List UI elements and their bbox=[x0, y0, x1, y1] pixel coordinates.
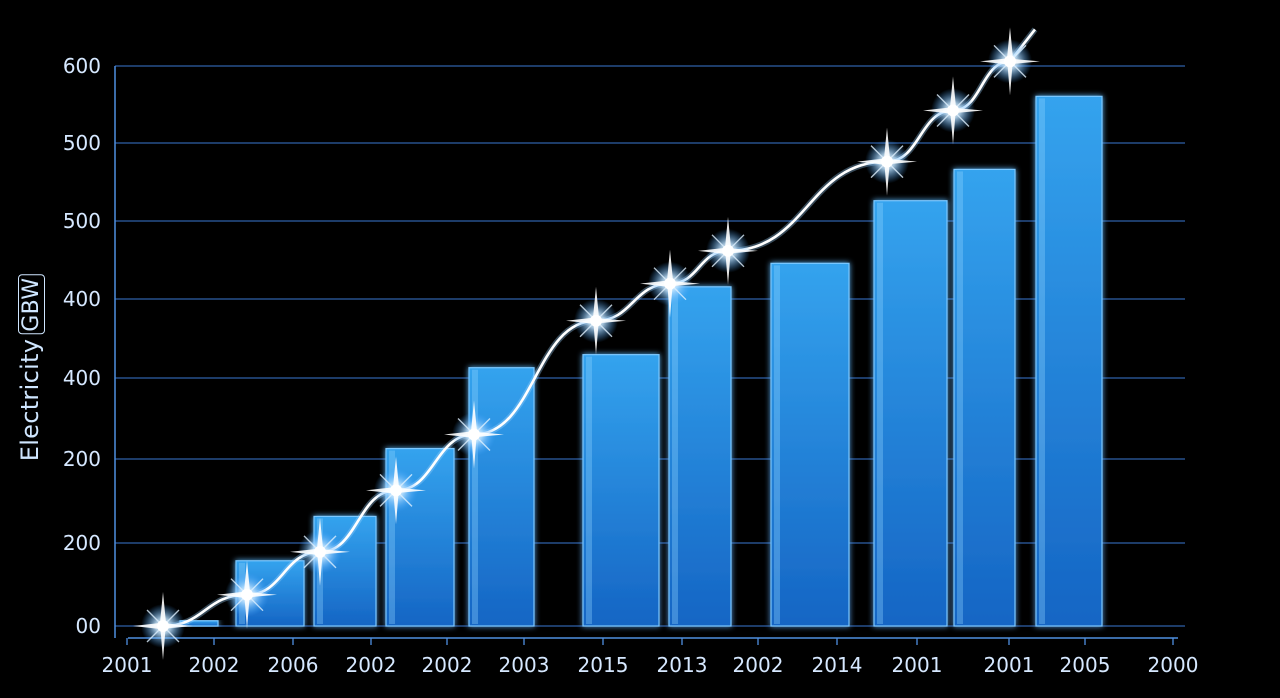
bar bbox=[668, 286, 732, 627]
x-tick-label: 2015 bbox=[578, 653, 629, 677]
bar-highlight bbox=[877, 202, 883, 624]
x-tick-label: 2001 bbox=[102, 653, 153, 677]
y-axis-label: Electricity GBW bbox=[16, 274, 45, 462]
x-tick-label: 2013 bbox=[657, 653, 708, 677]
x-tick-label: 2006 bbox=[268, 653, 319, 677]
x-tick-label: 2003 bbox=[499, 653, 550, 677]
bar-highlight bbox=[957, 171, 963, 624]
x-tick-labels: 2001 2002 2006 2002 2002 2003 2015 2013 2002 2014… bbox=[102, 638, 1199, 677]
y-tick-label: 600 bbox=[63, 54, 101, 78]
y-tick-label: 500 bbox=[63, 209, 101, 233]
y-tick-label: 500 bbox=[63, 131, 101, 155]
x-tick-label: 2002 bbox=[733, 653, 784, 677]
x-tick-label: 2001 bbox=[892, 653, 943, 677]
line-point-sparkle bbox=[366, 456, 426, 525]
line-point-sparkle bbox=[133, 592, 193, 660]
bars bbox=[179, 95, 1103, 627]
line-point-sparkle bbox=[217, 560, 277, 629]
axes bbox=[114, 66, 1178, 639]
bar bbox=[582, 354, 660, 627]
y-axis-unit: GBW bbox=[18, 274, 45, 335]
y-tick-label: 200 bbox=[63, 447, 101, 471]
bar bbox=[953, 168, 1016, 627]
y-tick-label: 200 bbox=[63, 531, 101, 555]
bar-highlight bbox=[672, 288, 678, 624]
y-tick-label: 400 bbox=[63, 366, 101, 390]
bar-highlight bbox=[472, 369, 478, 624]
line-point-sparkle bbox=[980, 27, 1040, 96]
bar bbox=[1035, 95, 1103, 627]
x-tick-label: 2000 bbox=[1148, 653, 1199, 677]
bar-highlight bbox=[389, 450, 395, 624]
y-tick-label: 00 bbox=[76, 614, 101, 638]
x-tick-label: 2002 bbox=[422, 653, 473, 677]
bar-highlight bbox=[183, 622, 189, 624]
line-point-sparkle bbox=[640, 249, 700, 318]
line-point-sparkle bbox=[923, 76, 983, 145]
bar bbox=[873, 200, 948, 627]
x-tick-label: 2002 bbox=[346, 653, 397, 677]
x-tick-label: 2002 bbox=[189, 653, 240, 677]
y-axis-title: Electricity bbox=[16, 338, 44, 462]
line-point-sparkle bbox=[290, 517, 350, 586]
line-point-sparkle bbox=[566, 286, 626, 355]
bar-highlight bbox=[774, 265, 780, 624]
y-tick-labels: 00 200 200 400 400 500 500 600 bbox=[63, 54, 101, 638]
y-tick-label: 400 bbox=[63, 287, 101, 311]
x-tick-label: 2014 bbox=[812, 653, 863, 677]
sparkle-markers bbox=[133, 27, 1040, 660]
line-point-sparkle bbox=[444, 400, 504, 469]
x-tick-label: 2005 bbox=[1060, 653, 1111, 677]
bar bbox=[770, 262, 850, 627]
line-point-sparkle bbox=[857, 127, 917, 196]
bar-highlight bbox=[586, 356, 592, 624]
bar bbox=[468, 367, 535, 627]
x-tick-label: 2001 bbox=[984, 653, 1035, 677]
line-point-sparkle bbox=[698, 216, 758, 285]
bar-highlight bbox=[1039, 98, 1045, 624]
